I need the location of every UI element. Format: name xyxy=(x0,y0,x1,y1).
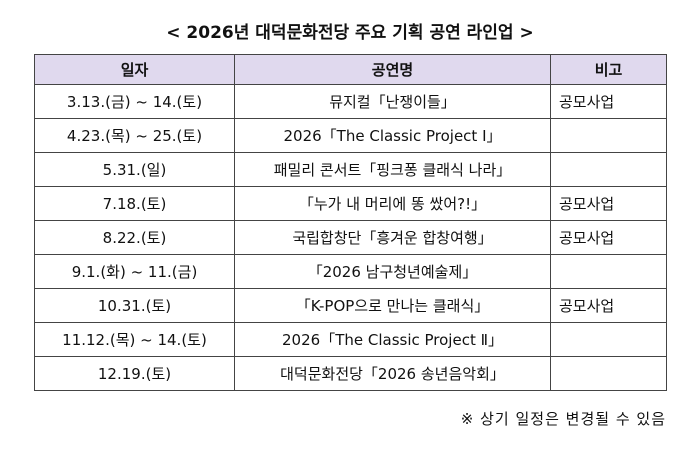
page-title: < 2026년 대덕문화전당 주요 기획 공연 라인업 > xyxy=(166,23,534,43)
table-row: 10.31.(토) 「K-POP으로 만나는 클래식」 공모사업 xyxy=(34,288,667,323)
cell-performance: 국립합창단「흥겨운 합창여행」 xyxy=(234,220,551,255)
cell-date: 12.19.(토) xyxy=(34,356,235,391)
table-row: 11.12.(목) ~ 14.(토) 2026「The Classic Proj… xyxy=(34,322,667,357)
cell-remarks: 공모사업 xyxy=(550,186,667,221)
cell-date: 4.23.(목) ~ 25.(토) xyxy=(34,118,235,153)
cell-performance: 2026「The Classic Project Ⅱ」 xyxy=(234,322,551,357)
table-row: 7.18.(토) 「누가 내 머리에 똥 쌌어?!」 공모사업 xyxy=(34,186,667,221)
cell-performance: 뮤지컬「난쟁이들」 xyxy=(234,84,551,119)
header-performance: 공연명 xyxy=(234,54,551,85)
cell-performance: 대덕문화전당「2026 송년음악회」 xyxy=(234,356,551,391)
cell-performance: 「K-POP으로 만나는 클래식」 xyxy=(234,288,551,323)
cell-remarks: 공모사업 xyxy=(550,288,667,323)
cell-remarks xyxy=(550,118,667,153)
cell-date: 3.13.(금) ~ 14.(토) xyxy=(34,84,235,119)
cell-performance: 2026「The Classic Project Ⅰ」 xyxy=(234,118,551,153)
cell-remarks xyxy=(550,322,667,357)
cell-remarks: 공모사업 xyxy=(550,220,667,255)
lineup-table: 일자 공연명 비고 3.13.(금) ~ 14.(토) 뮤지컬「난쟁이들」 공모… xyxy=(34,54,667,391)
cell-remarks xyxy=(550,356,667,391)
table-row: 3.13.(금) ~ 14.(토) 뮤지컬「난쟁이들」 공모사업 xyxy=(34,84,667,119)
cell-date: 5.31.(일) xyxy=(34,152,235,187)
cell-performance: 「2026 남구청년예술제」 xyxy=(234,254,551,289)
table-row: 4.23.(목) ~ 25.(토) 2026「The Classic Proje… xyxy=(34,118,667,153)
cell-date: 8.22.(토) xyxy=(34,220,235,255)
cell-remarks xyxy=(550,254,667,289)
header-remarks: 비고 xyxy=(550,54,667,85)
cell-performance: 「누가 내 머리에 똥 쌌어?!」 xyxy=(234,186,551,221)
table-row: 12.19.(토) 대덕문화전당「2026 송년음악회」 xyxy=(34,356,667,391)
cell-remarks: 공모사업 xyxy=(550,84,667,119)
table-header-row: 일자 공연명 비고 xyxy=(34,54,667,85)
cell-date: 10.31.(토) xyxy=(34,288,235,323)
footnote: ※ 상기 일정은 변경될 수 있음 xyxy=(460,410,666,428)
header-date: 일자 xyxy=(34,54,235,85)
cell-date: 7.18.(토) xyxy=(34,186,235,221)
table-row: 5.31.(일) 패밀리 콘서트「핑크퐁 클래식 나라」 xyxy=(34,152,667,187)
cell-remarks xyxy=(550,152,667,187)
table-row: 8.22.(토) 국립합창단「흥겨운 합창여행」 공모사업 xyxy=(34,220,667,255)
cell-performance: 패밀리 콘서트「핑크퐁 클래식 나라」 xyxy=(234,152,551,187)
table-row: 9.1.(화) ~ 11.(금) 「2026 남구청년예술제」 xyxy=(34,254,667,289)
cell-date: 11.12.(목) ~ 14.(토) xyxy=(34,322,235,357)
cell-date: 9.1.(화) ~ 11.(금) xyxy=(34,254,235,289)
